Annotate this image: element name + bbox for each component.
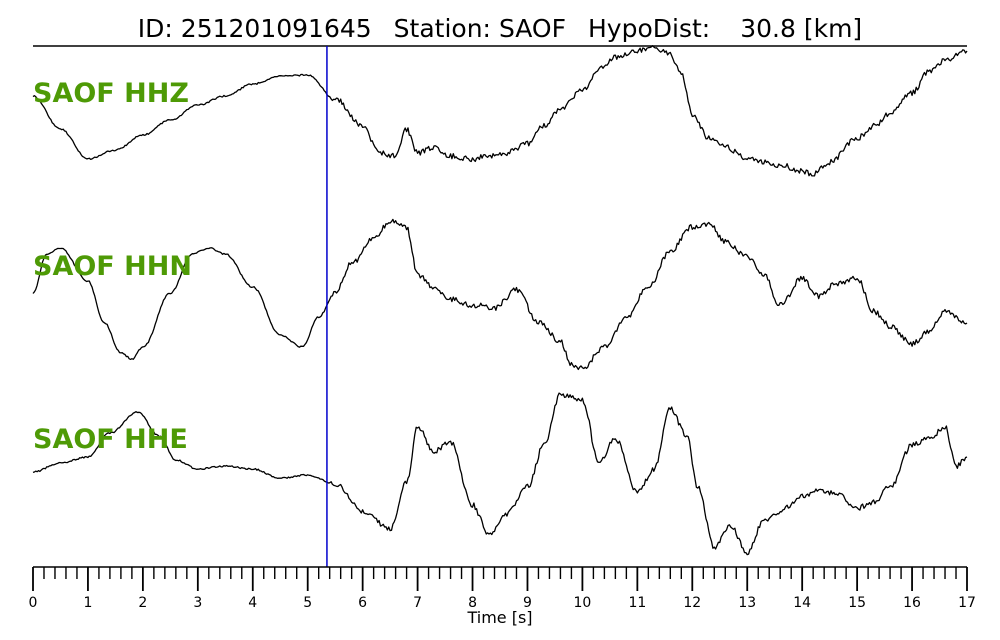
- x-tick-label: 4: [248, 595, 257, 611]
- trace-saof-hhn: [32, 218, 968, 371]
- plot-title: ID: 251201091645 Station: SAOF HypoDist: 30…: [138, 14, 862, 43]
- trace-saof-hhe: [32, 392, 968, 556]
- x-tick-label: 13: [738, 595, 756, 611]
- x-tick-label: 2: [138, 595, 147, 611]
- x-tick-label: 1: [83, 595, 92, 611]
- x-tick-label: 14: [793, 595, 811, 611]
- traces-group: [32, 45, 968, 556]
- channel-label-hhz: SAOF HHZ: [33, 78, 189, 109]
- x-tick-label: 0: [29, 595, 38, 611]
- x-tick-label: 9: [523, 595, 532, 611]
- x-tick-label: 8: [468, 595, 477, 611]
- x-tick-label: 5: [303, 595, 312, 611]
- hypodist-label: HypoDist:: [588, 14, 710, 43]
- hypodist-unit: [km]: [804, 14, 862, 43]
- channel-label-hhn: SAOF HHN: [33, 251, 192, 282]
- station-label: Station:: [394, 14, 491, 43]
- time-axis: 0 1 2 3 4 5 6 7 8 9 10 11 12 13 14 15 16 17: [29, 566, 976, 611]
- x-tick-label: 10: [573, 595, 591, 611]
- x-tick-label: 12: [683, 595, 701, 611]
- channel-label-hhe: SAOF HHE: [33, 424, 188, 455]
- x-tick-label: 11: [628, 595, 646, 611]
- station-code: SAOF: [499, 14, 566, 43]
- id-label: ID:: [138, 14, 173, 43]
- x-axis-label: Time [s]: [466, 608, 532, 627]
- x-tick-label: 15: [848, 595, 866, 611]
- x-tick-label: 3: [193, 595, 202, 611]
- x-tick-label: 7: [413, 595, 422, 611]
- hypodist-value: 30.8: [740, 14, 796, 43]
- event-id: 251201091645: [181, 14, 372, 43]
- x-tick-label: 6: [358, 595, 367, 611]
- x-tick-label: 17: [958, 595, 976, 611]
- trace-saof-hhz: [32, 45, 968, 177]
- x-tick-label: 16: [903, 595, 921, 611]
